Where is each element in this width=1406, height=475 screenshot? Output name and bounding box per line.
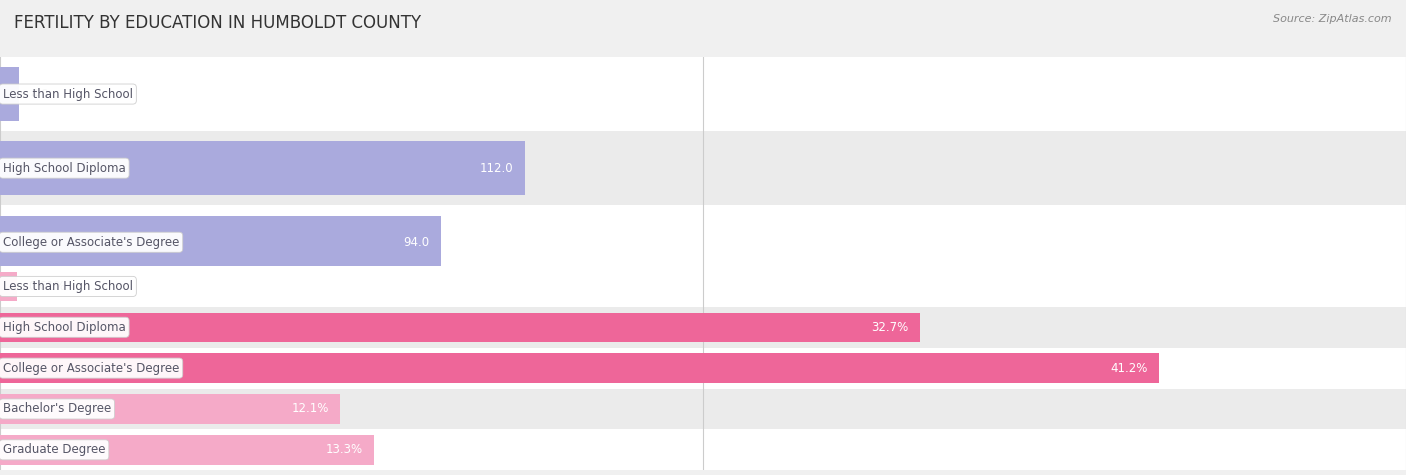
Text: College or Associate's Degree: College or Associate's Degree [3, 361, 179, 375]
Text: Bachelor's Degree: Bachelor's Degree [3, 402, 111, 416]
Text: 13.3%: 13.3% [326, 443, 363, 456]
Bar [0, 435, 374, 465]
Text: Graduate Degree: Graduate Degree [3, 384, 105, 397]
Bar [0, 142, 524, 195]
Bar [0, 429, 1406, 470]
Text: Source: ZipAtlas.com: Source: ZipAtlas.com [1274, 14, 1392, 24]
Text: Bachelor's Degree: Bachelor's Degree [3, 310, 111, 323]
Text: FERTILITY BY EDUCATION IN HUMBOLDT COUNTY: FERTILITY BY EDUCATION IN HUMBOLDT COUNT… [14, 14, 422, 32]
Bar [0, 394, 340, 424]
Text: Less than High School: Less than High School [3, 87, 132, 101]
Bar [0, 353, 1159, 383]
Text: 297.0: 297.0 [1347, 384, 1381, 397]
Bar [0, 272, 17, 301]
Text: 4.0: 4.0 [30, 87, 49, 101]
Text: 66.0: 66.0 [271, 310, 298, 323]
Bar [0, 290, 309, 343]
Text: Less than High School: Less than High School [3, 280, 132, 293]
Bar [0, 67, 18, 121]
Bar [0, 266, 1406, 307]
Bar [0, 279, 1406, 353]
Text: High School Diploma: High School Diploma [3, 162, 125, 175]
Bar [0, 307, 1406, 348]
Text: 32.7%: 32.7% [872, 321, 908, 334]
Text: 94.0: 94.0 [404, 236, 429, 249]
Text: 112.0: 112.0 [479, 162, 513, 175]
Text: 0.61%: 0.61% [28, 280, 66, 293]
Text: College or Associate's Degree: College or Associate's Degree [3, 236, 179, 249]
Bar [0, 131, 1406, 205]
Bar [0, 205, 1406, 279]
Bar [0, 353, 1406, 428]
Text: Graduate Degree: Graduate Degree [3, 443, 105, 456]
Bar [0, 348, 1406, 389]
Text: 41.2%: 41.2% [1109, 361, 1147, 375]
Bar [0, 389, 1406, 429]
Bar [0, 364, 1392, 417]
Text: High School Diploma: High School Diploma [3, 321, 125, 334]
Bar [0, 216, 440, 269]
Bar [0, 57, 1406, 131]
Bar [0, 313, 920, 342]
Text: 12.1%: 12.1% [291, 402, 329, 416]
